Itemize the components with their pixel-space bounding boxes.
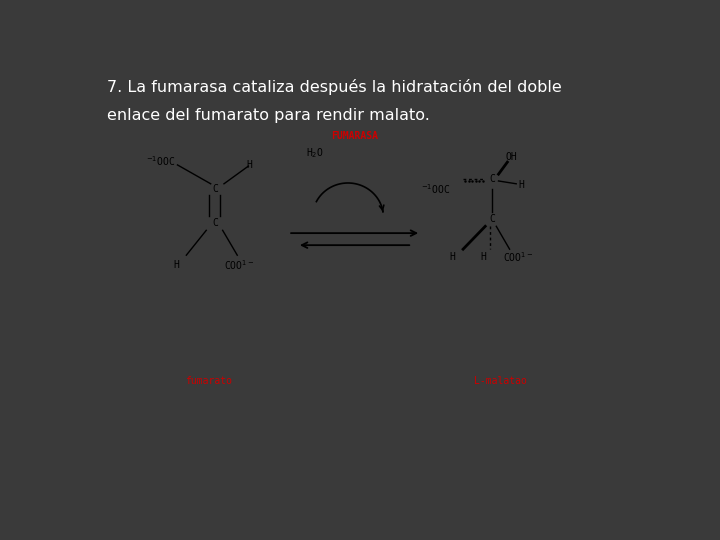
Text: H: H: [173, 260, 179, 270]
Text: C: C: [212, 218, 218, 228]
Text: H: H: [246, 160, 252, 170]
Text: L-malatao: L-malatao: [474, 375, 527, 386]
Text: COO$^{1-}$: COO$^{1-}$: [503, 251, 534, 264]
Text: H$_2$O: H$_2$O: [306, 146, 324, 160]
Text: C: C: [489, 214, 495, 224]
Text: FUMARASA: FUMARASA: [331, 131, 378, 141]
Text: H: H: [481, 252, 487, 262]
Text: C: C: [489, 174, 495, 184]
Text: $^{-1}$OOC: $^{-1}$OOC: [421, 182, 450, 196]
Text: enlace del fumarato para rendir malato.: enlace del fumarato para rendir malato.: [107, 109, 430, 124]
Text: 7. La fumarasa cataliza después la hidratación del doble: 7. La fumarasa cataliza después la hidra…: [107, 79, 562, 96]
Text: fumarato: fumarato: [185, 375, 232, 386]
Text: H: H: [450, 252, 456, 262]
Text: COO$^{1-}$: COO$^{1-}$: [224, 258, 254, 272]
Text: OH: OH: [505, 152, 517, 162]
Text: H: H: [518, 180, 524, 190]
Text: $^{-1}$OOC: $^{-1}$OOC: [146, 154, 176, 168]
Text: C: C: [212, 184, 218, 194]
